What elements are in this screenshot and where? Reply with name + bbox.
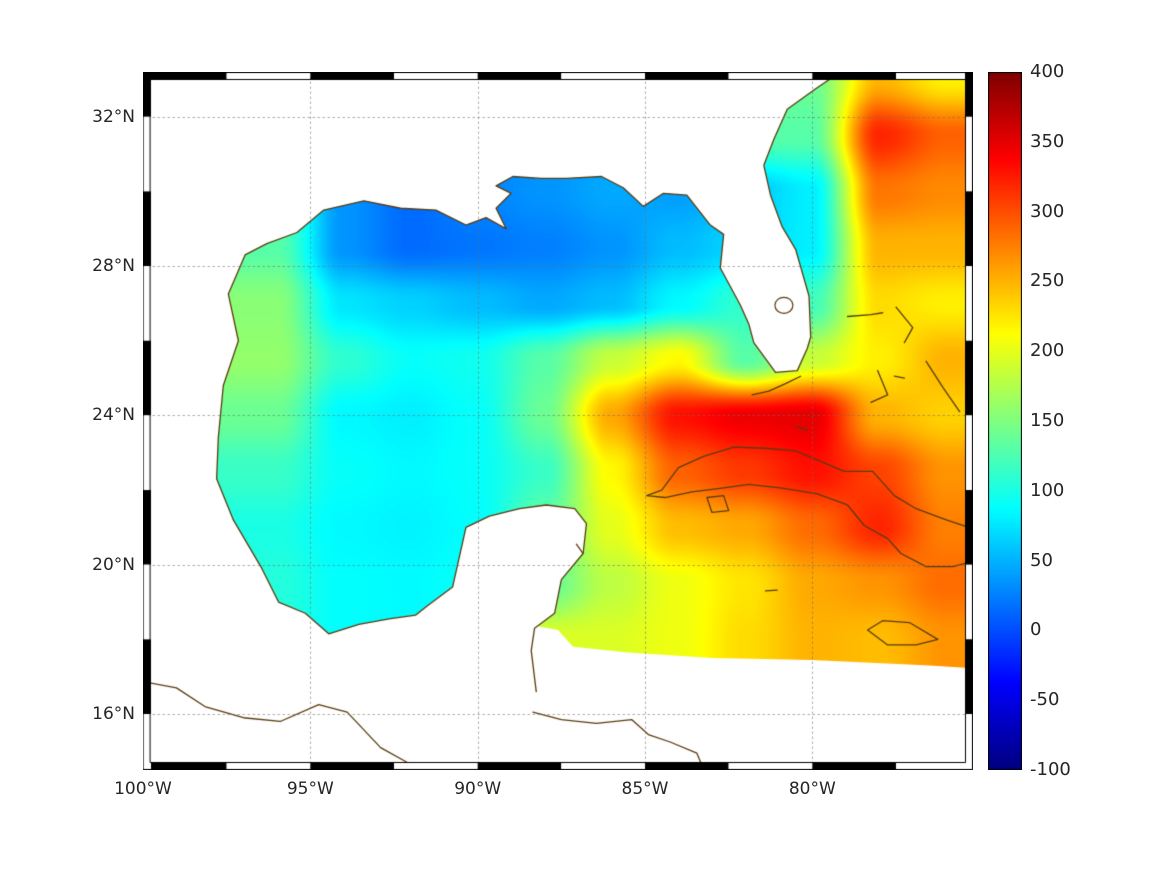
y-axis-tick-label: 20°N (92, 554, 135, 575)
colorbar-tick-label: -50 (1030, 689, 1060, 711)
y-axis-tick-label: 28°N (92, 256, 135, 277)
colorbar-tick-label: 150 (1030, 410, 1065, 431)
x-axis-tick-label: 80°W (788, 779, 836, 799)
x-axis-tick-label: 100°W (114, 779, 172, 799)
colorbar-tick-label: 0 (1030, 619, 1042, 641)
colorbar-tick-label: 300 (1030, 200, 1065, 222)
y-axis-tick-label: 16°N (92, 704, 135, 724)
colorbar-tick-label: 50 (1030, 549, 1053, 571)
x-axis-tick-label: 85°W (621, 779, 669, 799)
map-heatmap-canvas (143, 72, 973, 770)
colorbar-tick-label: 200 (1030, 340, 1065, 362)
colorbar-tick-label: 400 (1030, 61, 1065, 82)
colorbar-tick-label: 350 (1030, 130, 1065, 152)
y-axis-tick-label: 24°N (92, 405, 135, 426)
colorbar-tick-label: -100 (1030, 759, 1071, 780)
colorbar-tick-label: 100 (1030, 479, 1065, 501)
colorbar-gradient (988, 72, 1022, 770)
x-axis-tick-label: 90°W (454, 779, 502, 799)
x-axis-tick-label: 95°W (286, 779, 334, 799)
colorbar-tick-label: 250 (1030, 270, 1065, 292)
y-axis-tick-label: 32°N (92, 106, 135, 127)
